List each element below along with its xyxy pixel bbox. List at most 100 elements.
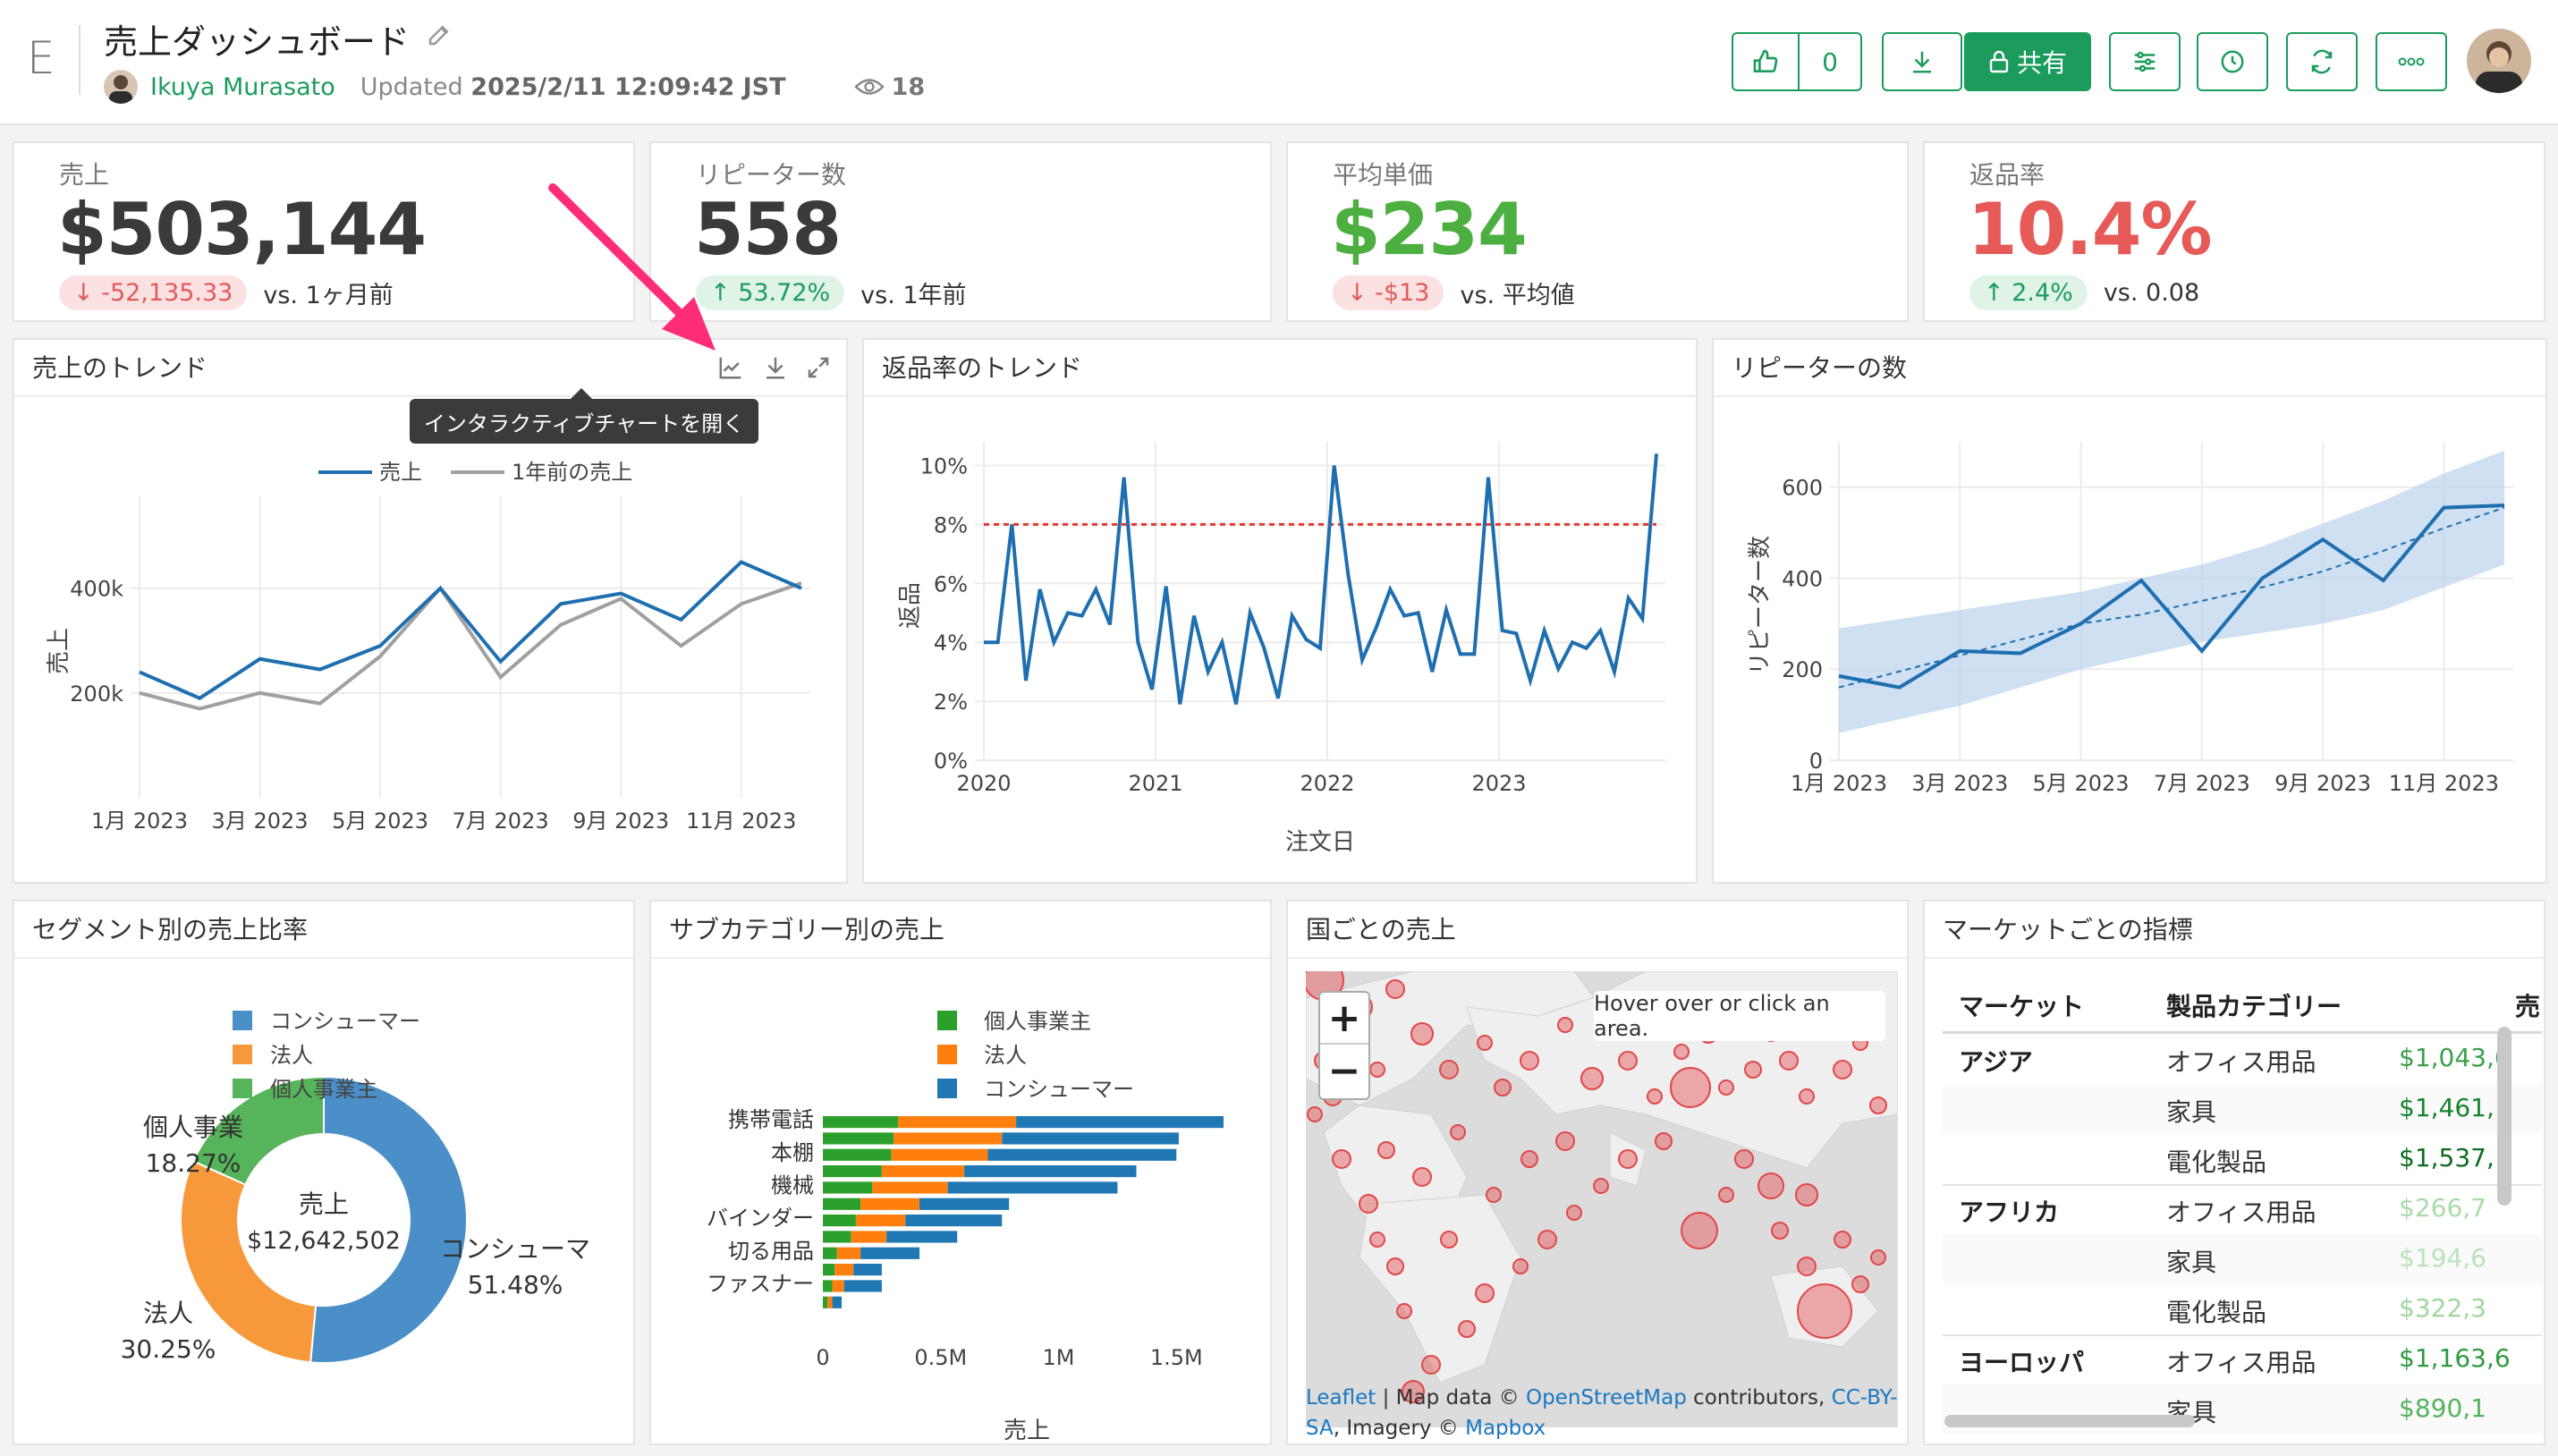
tooltip: インタラクティブチャートを開く [410, 388, 758, 444]
download-button[interactable] [1882, 32, 1962, 91]
category-cell: オフィス用品 [2166, 1348, 2317, 1377]
mapbox-link[interactable]: Mapbox [1465, 1417, 1546, 1440]
interactive-chart-icon[interactable] [717, 354, 744, 385]
like-count: 0 [1798, 32, 1862, 91]
country-marker [1555, 1131, 1575, 1151]
country-marker [1673, 1044, 1690, 1060]
horizontal-scrollbar[interactable] [1944, 1415, 2195, 1427]
legend-label: 法人 [984, 1043, 1027, 1068]
kpi-value: 558 [694, 188, 842, 271]
bar-segment [1016, 1116, 1224, 1129]
y-tick-label: 400 [1782, 566, 1823, 591]
column-header[interactable]: 製品カテゴリー [2166, 992, 2342, 1021]
y-tick-label: 4% [934, 631, 968, 656]
y-axis-label: 返品 [897, 582, 924, 629]
app-logo[interactable]: E [27, 32, 55, 84]
country-marker [1385, 979, 1405, 999]
osm-link[interactable]: OpenStreetMap [1525, 1386, 1687, 1409]
bar-segment [823, 1181, 873, 1194]
filter-settings-button[interactable] [2109, 32, 2181, 91]
like-button[interactable] [1732, 32, 1800, 91]
column-header[interactable]: 売 [2515, 992, 2541, 1021]
country-marker [1779, 1051, 1799, 1071]
y-tick-label: 6% [934, 571, 968, 597]
x-tick-label: 9月 2023 [572, 808, 669, 834]
updated-value: 2025/2/11 12:09:42 JST [470, 72, 786, 101]
y-axis-label: 売上 [46, 628, 72, 674]
leaflet-link[interactable]: Leaflet [1306, 1386, 1376, 1409]
y-tick-label: 8% [934, 512, 968, 538]
category-cell: 電化製品 [2166, 1147, 2267, 1177]
kpi-compare: vs. 平均値 [1460, 282, 1575, 309]
x-tick-label: 5月 2023 [2033, 771, 2130, 796]
zoom-in-button[interactable]: + [1320, 993, 1368, 1045]
bar-segment [919, 1198, 1010, 1210]
category-cell: オフィス用品 [2166, 1198, 2317, 1227]
vertical-scrollbar[interactable] [2497, 1027, 2511, 1206]
country-marker [1475, 1283, 1495, 1303]
category-label: 機械 [771, 1173, 814, 1198]
card-title: セグメント別の売上比率 [32, 915, 309, 944]
kpi-compare: vs. 0.08 [2103, 279, 2200, 307]
bar-segment [987, 1148, 1177, 1161]
y-tick-label: 0% [934, 749, 968, 774]
sales-cell: $1,043,6 [2399, 1043, 2511, 1072]
legend-label: 法人 [270, 1043, 313, 1068]
country-marker [1332, 1149, 1351, 1169]
legend-swatch [233, 1079, 252, 1098]
cc-link[interactable]: CC-BY-SA [1306, 1386, 1898, 1440]
bar-segment [855, 1215, 906, 1227]
category-cell: 家具 [2166, 1248, 2217, 1277]
edit-icon[interactable] [426, 21, 453, 52]
y-tick-label: 400k [70, 577, 123, 602]
market-table-card: マーケットごとの指標 マーケット 製品カテゴリー 売 アジア オフィス用品 $1,0… [1923, 900, 2545, 1445]
refresh-button[interactable] [2286, 32, 2358, 91]
world-map[interactable]: + − Hover over or click an area. [1306, 971, 1898, 1427]
schedule-button[interactable] [2197, 32, 2268, 91]
country-marker [1681, 1212, 1718, 1249]
series-line [984, 453, 1658, 705]
confidence-band [1839, 451, 2504, 733]
country-marker [1386, 1257, 1404, 1275]
series-line [139, 580, 802, 711]
expand-icon[interactable] [805, 354, 832, 385]
kpi-delta: ↑ 2.4% [1969, 275, 2088, 310]
zoom-out-button[interactable]: − [1327, 1047, 1361, 1094]
x-tick-label: 1M [1043, 1345, 1075, 1370]
card-title: 売上のトレンド [32, 353, 208, 383]
kpi-card-sales: 売上 $503,144 ↓ -52,135.33 vs. 1ヶ月前 [13, 141, 635, 322]
sales-cell: $266,7 [2399, 1193, 2486, 1223]
pie-slice [180, 1160, 318, 1364]
bar-segment [823, 1215, 856, 1227]
category-cell: 家具 [2166, 1097, 2217, 1127]
attribution-text: contributors, [1686, 1386, 1832, 1409]
more-button[interactable] [2376, 32, 2447, 91]
country-marker [1771, 1222, 1789, 1240]
kpi-compare: vs. 1年前 [860, 282, 967, 309]
x-tick-label: 1.5M [1150, 1345, 1203, 1370]
x-tick-label: 3月 2023 [1911, 771, 2008, 796]
bar-segment [947, 1181, 1118, 1194]
bar-segment [832, 1296, 843, 1308]
views-value: 18 [891, 72, 926, 101]
author-link[interactable]: Ikuya Murasato [150, 72, 335, 101]
country-marker [1799, 1088, 1815, 1105]
table-row: 家具 $194,6 [1943, 1234, 2542, 1284]
slice-label: コンシューマ [440, 1234, 590, 1264]
user-avatar[interactable] [2467, 29, 2531, 93]
bar-segment [898, 1116, 1017, 1129]
bar-segment [823, 1165, 882, 1178]
series-line [139, 560, 802, 700]
y-tick-label: 600 [1782, 476, 1823, 501]
country-marker [1869, 1096, 1887, 1114]
download-icon[interactable] [762, 354, 789, 385]
column-header[interactable]: マーケット [1959, 992, 2085, 1021]
share-button[interactable]: 共有 [1964, 32, 2091, 91]
row-separator [1943, 1334, 2542, 1336]
bar-segment [823, 1296, 828, 1308]
pie-slice [191, 1075, 325, 1186]
sales-trend-card: 売上のトレンド 200k 400k 1月 2023 3月 2023 5月 2023 7月 … [13, 338, 848, 884]
x-tick-label: 3月 2023 [212, 808, 309, 834]
